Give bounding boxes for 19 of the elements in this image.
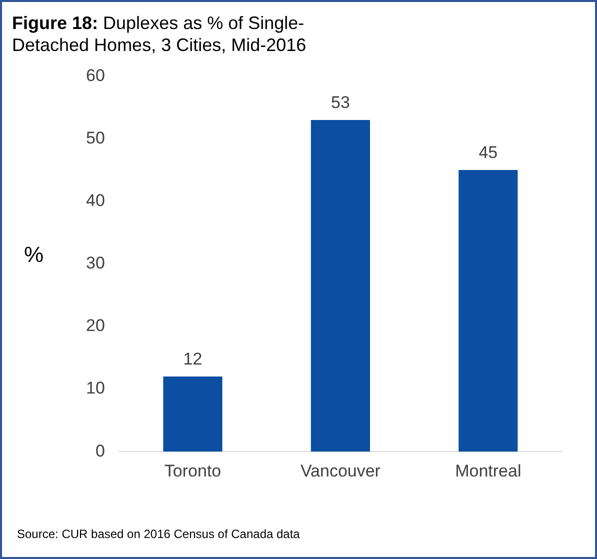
y-tick-label: 20 [86, 316, 105, 336]
data-label: 45 [478, 143, 498, 162]
y-tick-label: 30 [86, 254, 105, 273]
y-tick-label: 40 [86, 191, 105, 210]
bar [163, 376, 222, 452]
x-tick-label: Montreal [455, 461, 522, 480]
bar [310, 120, 370, 452]
x-tick-label: Toronto [164, 461, 222, 480]
data-label: 12 [183, 350, 202, 369]
y-tick-label: 0 [95, 441, 105, 460]
y-tick-label: 10 [86, 378, 105, 398]
bar [458, 170, 518, 452]
chart-title: Figure 18: Duplexes as % of Single-Detached Homes, 3 Cities, Mid-2016 [12, 12, 308, 56]
y-tick-label: 50 [86, 128, 105, 148]
y-axis-title: % [24, 242, 44, 268]
x-tick-label: Vancouver [300, 461, 381, 480]
y-tick-label: 60 [86, 66, 105, 85]
data-label: 53 [330, 93, 350, 112]
source-note: Source: CUR based on 2016 Census of Canada data [17, 527, 300, 541]
